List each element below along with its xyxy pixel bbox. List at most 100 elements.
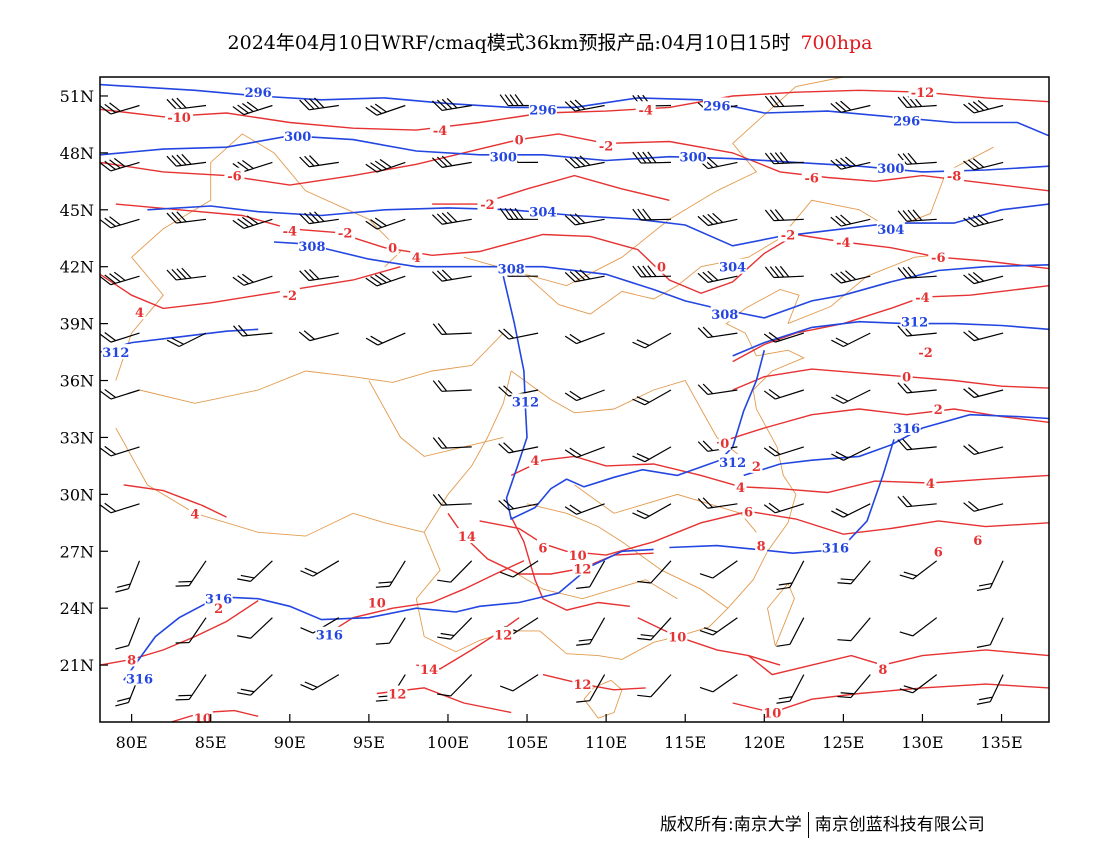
wind-barb xyxy=(963,213,1004,228)
lon-tick-label: 120E xyxy=(743,733,785,752)
temperature-label: 4 xyxy=(530,454,539,469)
temperature-label: 2 xyxy=(214,602,223,617)
boundary-line xyxy=(539,289,805,660)
temperature-label: -2 xyxy=(599,139,613,154)
wind-barb xyxy=(830,214,871,227)
temperature-label: 6 xyxy=(744,505,753,520)
wind-barbs xyxy=(99,94,1004,707)
temperature-label-bg xyxy=(477,196,498,212)
wind-barb xyxy=(697,497,738,509)
wind-barb xyxy=(763,445,804,457)
temperature-label: 12 xyxy=(494,629,512,644)
temperature-label-bg xyxy=(762,704,783,720)
geopotential-label: 308 xyxy=(498,263,525,278)
wind-barb xyxy=(237,674,273,696)
boundary-line xyxy=(510,370,741,457)
temperature-label-bg xyxy=(386,239,399,255)
wind-barb xyxy=(831,503,871,518)
wind-barb xyxy=(632,503,672,520)
temperature-label: 0 xyxy=(902,371,911,386)
temperature-label-bg xyxy=(833,234,854,250)
wind-barb xyxy=(375,560,406,588)
temperature-label-bg xyxy=(932,543,945,559)
temperature-label: 4 xyxy=(736,481,745,496)
temperature-label: 2 xyxy=(752,460,761,475)
wind-barb xyxy=(166,332,207,348)
geopotential-label: 296 xyxy=(529,103,556,118)
contour-labels: 296 296 296 296 300 300 300 300 304 304 304 308 308 3… xyxy=(101,84,984,727)
wind-barb xyxy=(498,442,539,454)
geopotential-label: 300 xyxy=(877,162,904,177)
wind-barb xyxy=(576,560,606,589)
temperature-isoline xyxy=(637,617,781,666)
province-boundaries xyxy=(115,76,994,719)
geopotential-label: 304 xyxy=(877,223,904,238)
temperature-label-bg xyxy=(366,594,387,610)
pressure-level-label: 700hpa xyxy=(800,32,873,54)
chart-title-main: 2024年04月10日WRF/cmaq模式36km预报产品:04月10日15时 xyxy=(227,32,791,54)
lon-tick-label: 95E xyxy=(353,733,385,752)
geopotential-label: 312 xyxy=(719,456,746,471)
wind-barb xyxy=(564,99,605,112)
geopotential-label: 312 xyxy=(901,316,928,331)
temperature-isoline xyxy=(170,709,259,723)
wind-barb xyxy=(632,208,672,221)
wind-barb xyxy=(764,265,804,279)
wind-barb xyxy=(837,560,871,585)
temperature-label: -2 xyxy=(918,346,932,361)
geopotential-label: 304 xyxy=(529,206,556,221)
temperature-label: -2 xyxy=(781,228,795,243)
wind-barb xyxy=(963,500,1004,512)
wind-barb xyxy=(175,560,207,587)
temperature-isoline xyxy=(732,285,1050,363)
lon-tick-label: 105E xyxy=(506,733,548,752)
geopotential-label-bg xyxy=(718,454,747,470)
copyright-footer: 版权所有:南京大学 南京创蓝科技有限公司 xyxy=(660,810,985,838)
wind-barb xyxy=(432,380,472,392)
temperature-label: 14 xyxy=(420,663,438,678)
temperature-label-bg xyxy=(635,101,656,117)
chart-title: 2024年04月10日WRF/cmaq模式36km预报产品:04月10日15时 7… xyxy=(0,28,1100,55)
lon-tick-label: 135E xyxy=(980,733,1022,752)
lat-tick-label: 24N xyxy=(60,599,94,618)
temperature-label-bg xyxy=(912,289,933,305)
geopotential-label-bg xyxy=(710,306,739,322)
wind-barb xyxy=(498,499,539,511)
lat-tick-label: 30N xyxy=(60,485,94,504)
temperature-label-bg xyxy=(932,400,945,416)
wind-barb xyxy=(899,617,938,637)
geopotential-label-bg xyxy=(125,670,154,686)
geopotential-label-bg xyxy=(101,344,130,360)
temperature-label-bg xyxy=(655,258,668,274)
wind-barb xyxy=(99,216,140,229)
wind-barb xyxy=(299,155,339,168)
wind-barb xyxy=(299,268,339,282)
wind-barb xyxy=(365,217,406,230)
temperature-label: -4 xyxy=(283,225,297,240)
wind-barb xyxy=(99,502,140,514)
wind-barb xyxy=(764,209,804,222)
geopotential-label-bg xyxy=(315,626,344,642)
temperature-label: 8 xyxy=(878,663,887,678)
temperature-isoline xyxy=(115,203,1050,295)
temperature-label: 0 xyxy=(720,437,729,452)
wind-barb xyxy=(99,445,140,457)
temperature-label: -4 xyxy=(638,103,652,118)
temperature-label: 12 xyxy=(388,688,406,703)
temperature-label: 4 xyxy=(412,251,421,266)
geopotential-label-bg xyxy=(489,148,518,164)
geopotential-label-bg xyxy=(244,84,273,100)
geopotential-label-bg xyxy=(511,393,540,409)
wind-barb xyxy=(699,560,738,579)
geopotential-label: 296 xyxy=(245,86,272,101)
temperature-label: 8 xyxy=(127,653,136,668)
geopotential-isoline xyxy=(123,548,654,681)
boundary-line xyxy=(139,332,504,404)
temperature-label: 0 xyxy=(515,134,524,149)
lat-tick-label: 36N xyxy=(60,372,94,391)
geopotential-isoline xyxy=(99,83,1050,137)
wind-barb xyxy=(300,674,340,691)
temperature-label-bg xyxy=(125,651,138,667)
wind-barb xyxy=(99,388,140,400)
wind-barb xyxy=(564,332,605,345)
